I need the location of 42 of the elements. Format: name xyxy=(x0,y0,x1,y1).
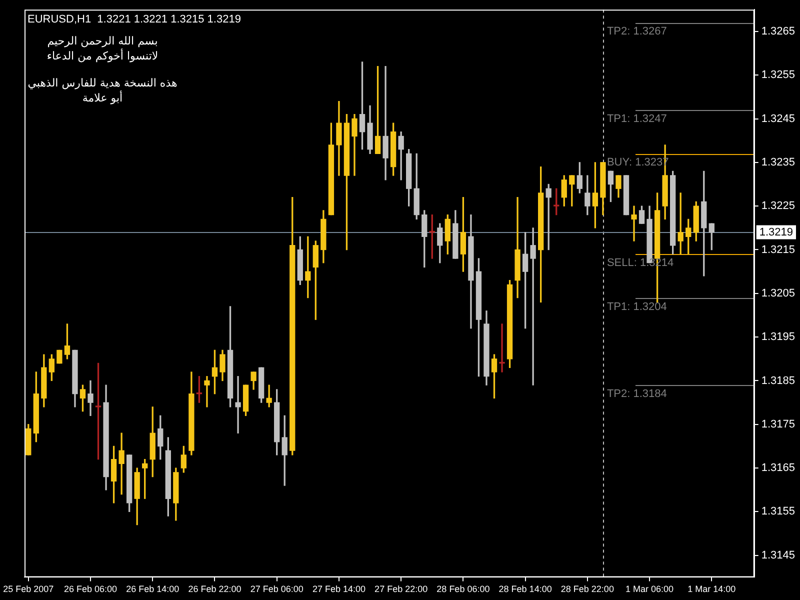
x-tick-label: 28 Feb 06:00 xyxy=(436,584,490,594)
y-tick-label: 1.3265 xyxy=(761,25,796,38)
ref-line-label: TP2: 1.3184 xyxy=(606,388,667,400)
x-tick-label: 1 Mar 14:00 xyxy=(688,584,736,594)
y-tick-label: 1.3175 xyxy=(761,418,796,430)
y-tick-label: 1.3215 xyxy=(761,244,796,256)
x-tick-label: 26 Feb 06:00 xyxy=(64,584,118,594)
x-tick-label: 1 Mar 06:00 xyxy=(626,584,674,594)
candlestick xyxy=(204,376,210,408)
x-tick-label: 26 Feb 14:00 xyxy=(126,584,180,594)
ref-line-label: TP1: 1.3204 xyxy=(606,300,667,313)
annotation: هذه النسخة هدية للفارس الذهبي xyxy=(28,76,178,90)
candlestick xyxy=(118,432,124,495)
x-tick-label: 27 Feb 06:00 xyxy=(250,584,304,594)
y-tick-label: 1.3165 xyxy=(761,462,796,474)
y-tick-label: 1.3235 xyxy=(761,156,796,168)
y-tick-label: 1.3245 xyxy=(761,112,796,125)
candlestick xyxy=(499,324,505,372)
annotation: أبو علامة xyxy=(82,90,123,104)
y-tick-label: 1.3195 xyxy=(761,331,796,344)
annotation: لاتنسوا أخوكم من الدعاء xyxy=(46,48,158,62)
x-tick-label: 28 Feb 14:00 xyxy=(498,584,552,594)
ref-line-label: TP1: 1.3247 xyxy=(606,113,667,126)
y-tick-label: 1.3145 xyxy=(761,549,796,562)
y-tick-label: 1.3205 xyxy=(761,287,796,300)
chart-title: EURUSD,H1 1.3221 1.3221 1.3215 1.3219 xyxy=(28,14,241,26)
x-tick-label: 26 Feb 22:00 xyxy=(188,584,242,594)
candlestick xyxy=(530,228,536,386)
y-tick-label: 1.3155 xyxy=(761,506,796,518)
ref-line-label: 1.3219 xyxy=(759,226,794,238)
annotation: بسم الله الرحمن الرحيم xyxy=(47,34,158,48)
y-tick-label: 1.3225 xyxy=(761,200,796,212)
ref-line-label: TP2: 1.3267 xyxy=(606,26,667,38)
x-tick-label: 25 Feb 2007 xyxy=(3,584,54,594)
x-tick-label: 27 Feb 14:00 xyxy=(312,584,366,594)
x-tick-label: 28 Feb 22:00 xyxy=(560,584,614,594)
candlestick xyxy=(235,376,241,434)
y-tick-label: 1.3185 xyxy=(761,374,796,387)
x-tick-label: 27 Feb 22:00 xyxy=(374,584,428,594)
y-tick-label: 1.3255 xyxy=(761,69,796,82)
candlestick xyxy=(382,66,388,180)
candlestick xyxy=(631,206,637,242)
